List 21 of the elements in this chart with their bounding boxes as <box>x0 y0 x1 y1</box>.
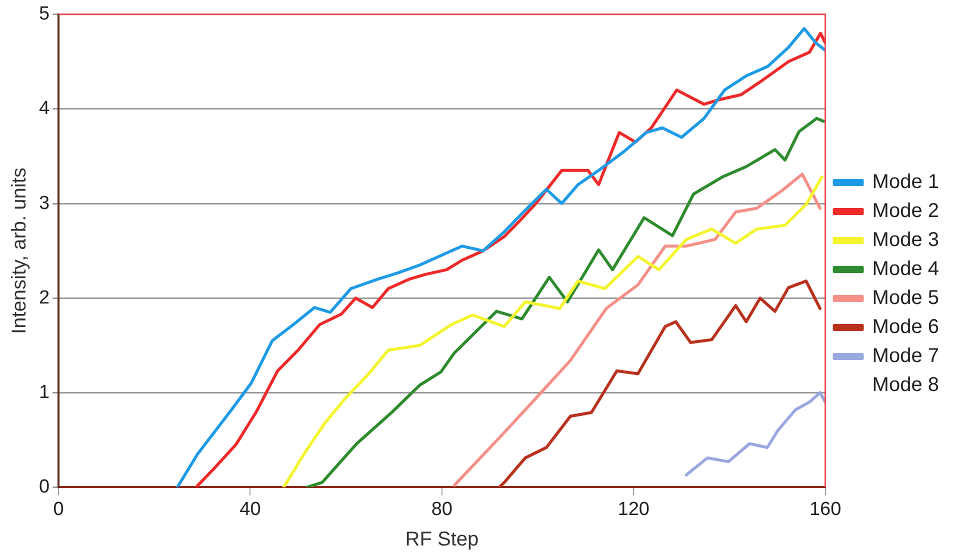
y-tick-label: 5 <box>38 4 50 25</box>
x-axis-title: RF Step <box>405 528 479 551</box>
y-tick-label: 3 <box>38 192 50 214</box>
y-tick-label: 4 <box>38 98 50 120</box>
x-tick-label: 40 <box>240 498 261 520</box>
y-tick-label: 0 <box>38 476 50 498</box>
legend-label: Mode 6 <box>872 316 940 338</box>
legend-label: Mode 7 <box>872 345 940 368</box>
y-tick-label: 1 <box>38 382 50 403</box>
legend-label: Mode 5 <box>872 287 940 310</box>
text: Mode 8 <box>872 374 940 396</box>
legend-label: Mode 2 <box>872 200 940 222</box>
x-tick-label: 120 <box>618 498 650 520</box>
y-axis-title: Intensity, arb. units <box>8 168 31 334</box>
y-tick-label: 2 <box>38 287 50 308</box>
legend-label: Mode 3 <box>872 229 940 252</box>
x-tick-label: 80 <box>431 498 452 520</box>
x-tick-label: 160 <box>809 498 842 520</box>
legend-label: Mode 1 <box>872 171 940 194</box>
legend-label: Mode 4 <box>872 258 940 280</box>
x-tick-label: 0 <box>53 498 64 520</box>
